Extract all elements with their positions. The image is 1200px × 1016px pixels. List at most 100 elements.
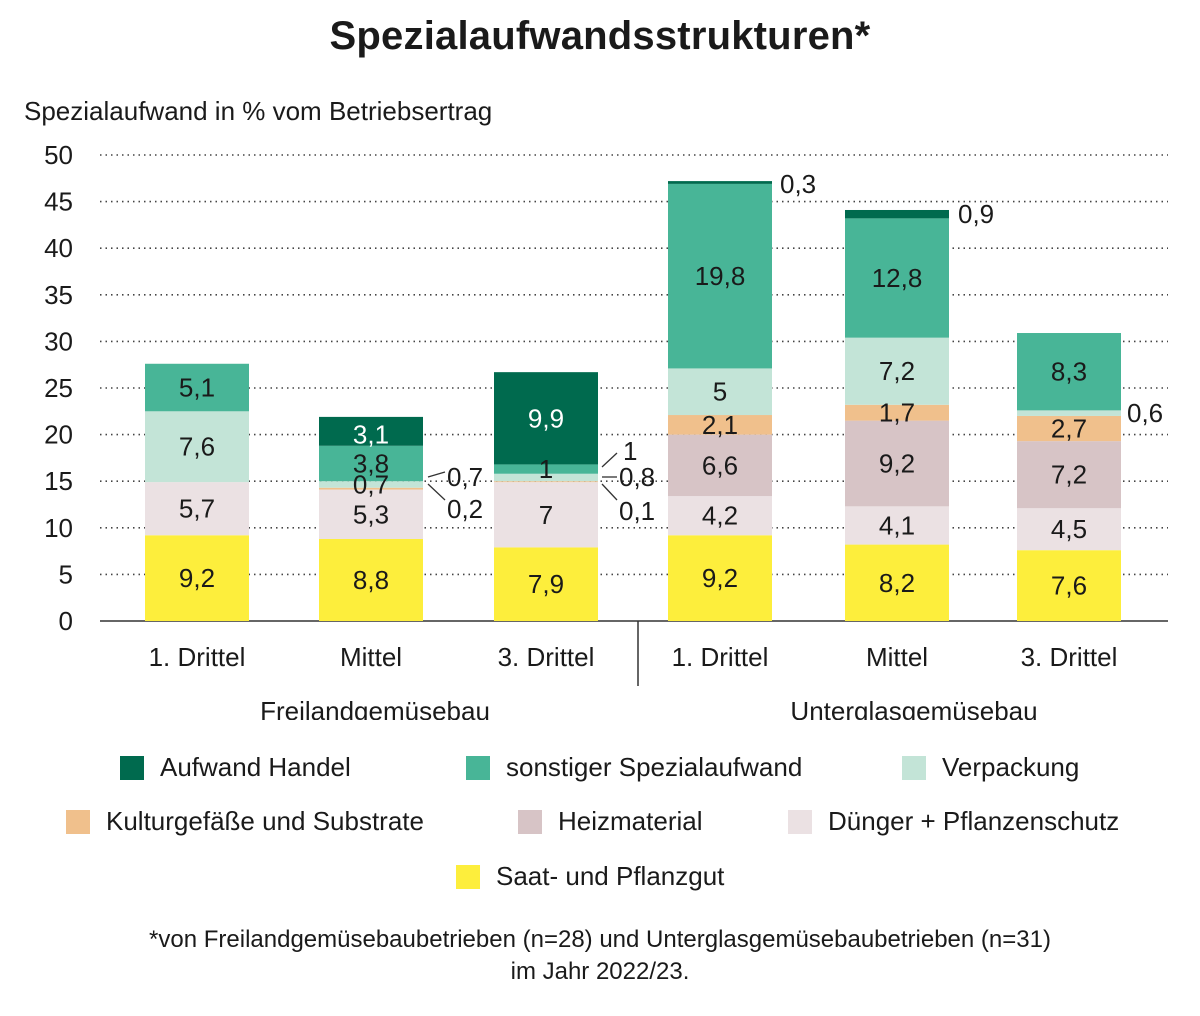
legend-swatch: [456, 864, 480, 889]
data-label: 5,3: [353, 499, 389, 529]
y-tick-label: 45: [44, 187, 73, 217]
footnote: *von Freilandgemüsebaubetrieben (n=28) u…: [0, 924, 1200, 988]
bar-segment: [319, 538, 423, 621]
data-label: 5,1: [179, 373, 215, 403]
legend-item-verpackung: Verpackung: [902, 752, 1079, 783]
bar-segment: [668, 368, 772, 416]
y-axis-label: Spezialaufwand in % vom Betriebsertrag: [24, 96, 493, 126]
y-tick-label: 10: [44, 513, 73, 543]
data-label: 3,8: [353, 448, 389, 478]
data-label: 7,6: [179, 432, 215, 462]
bar-segment: [494, 547, 598, 621]
y-tick-label: 5: [59, 559, 73, 589]
bar-segment: [319, 481, 423, 488]
legend-label: Heizmaterial: [558, 806, 703, 836]
data-label: 0,7: [353, 469, 389, 499]
x-tick-label: 1. Drittel: [149, 642, 246, 672]
x-tick-label: 1. Drittel: [672, 642, 769, 672]
bar-segment: [845, 218, 949, 338]
bar-segment: [845, 544, 949, 621]
data-label: 7,6: [1051, 571, 1087, 601]
data-label: 0,6: [1127, 398, 1163, 428]
bar-segment: [319, 416, 423, 446]
legend-label: sonstiger Spezialaufwand: [506, 752, 803, 782]
y-tick-label: 50: [44, 140, 73, 170]
data-label: 7: [539, 500, 553, 530]
data-label: 7,9: [528, 569, 564, 599]
y-tick-label: 20: [44, 420, 73, 450]
bar-segment: [668, 535, 772, 621]
bar-segment: [668, 496, 772, 536]
data-label: 8,2: [879, 568, 915, 598]
bar-segment: [845, 337, 949, 405]
y-tick-label: 35: [44, 280, 73, 310]
legend-swatch: [66, 809, 90, 834]
bar-segment: [1017, 508, 1121, 551]
data-label: 8,3: [1051, 357, 1087, 387]
y-tick-label: 30: [44, 326, 73, 356]
bar-segment: [145, 411, 249, 483]
legend-label: Verpackung: [942, 752, 1080, 782]
legend-swatch: [788, 809, 812, 834]
bar-segment: [494, 481, 598, 483]
bar-segment: [145, 363, 249, 412]
legend-label: Kulturgefäße und Substrate: [106, 806, 424, 836]
data-label: 4,5: [1051, 514, 1087, 544]
data-label: 1: [623, 436, 637, 466]
leader-line: [601, 452, 618, 468]
bar-segment: [319, 489, 423, 539]
bar-segment: [845, 404, 949, 421]
bar-segment: [845, 209, 949, 219]
chart-title: Spezialaufwandsstrukturen*: [329, 14, 871, 58]
bar-segment: [319, 445, 423, 482]
legend-item-heizmaterial: Heizmaterial: [518, 806, 703, 837]
x-tick-label: 3. Drittel: [498, 642, 595, 672]
data-label: 0,1: [619, 496, 655, 526]
data-label: 9,2: [179, 563, 215, 593]
data-label: 0,7: [447, 462, 483, 492]
bar-segment: [1017, 550, 1121, 621]
data-label: 3,1: [353, 419, 389, 449]
data-label: 0,2: [447, 494, 483, 524]
group-label: Freilandgemüsebau: [260, 696, 490, 720]
x-tick-label: 3. Drittel: [1021, 642, 1118, 672]
data-label: 2,7: [1051, 414, 1087, 444]
bar-segment: [494, 464, 598, 474]
bar-segment: [668, 183, 772, 369]
data-label: 9,2: [702, 563, 738, 593]
bar-segment: [145, 482, 249, 536]
legend-item-saatgut: Saat- und Pflanzgut: [456, 861, 724, 892]
legend-item-duenger: Dünger + Pflanzenschutz: [788, 806, 1119, 837]
legend-label: Dünger + Pflanzenschutz: [828, 806, 1120, 836]
data-label: 9,9: [528, 403, 564, 433]
data-label: 5: [713, 377, 727, 407]
bar-segment: [845, 420, 949, 507]
data-label: 7,2: [1051, 460, 1087, 490]
footnote-line-1: *von Freilandgemüsebaubetrieben (n=28) u…: [149, 926, 1051, 953]
legend-swatch: [902, 755, 926, 780]
data-label: 8,8: [353, 565, 389, 595]
data-label: 4,2: [702, 501, 738, 531]
y-tick-label: 0: [59, 606, 73, 636]
data-label: 4,1: [879, 510, 915, 540]
bar-segment: [145, 535, 249, 621]
data-label: 7,2: [879, 356, 915, 386]
footnote-line-2: im Jahr 2022/23.: [510, 958, 690, 985]
data-label: 6,6: [702, 450, 738, 480]
bar-segment: [1017, 415, 1121, 442]
bar-segment: [1017, 333, 1121, 411]
bar-segment: [494, 482, 598, 548]
bar-segment: [668, 181, 772, 184]
data-label: 12,8: [872, 263, 923, 293]
data-label: 0,3: [780, 169, 816, 199]
bar-segment: [668, 415, 772, 435]
group-label: Unterglasgemüsebau: [790, 696, 1037, 720]
stacked-bar-chart: 051015202530354045509,25,77,65,18,85,30,…: [44, 140, 1168, 720]
data-label: 9,2: [879, 448, 915, 478]
bar-segment: [319, 487, 423, 490]
legend-swatch: [466, 755, 490, 780]
x-tick-label: Mittel: [866, 642, 928, 672]
legend-swatch: [120, 755, 144, 780]
legend-label: Saat- und Pflanzgut: [496, 861, 725, 891]
leader-line: [427, 483, 446, 501]
